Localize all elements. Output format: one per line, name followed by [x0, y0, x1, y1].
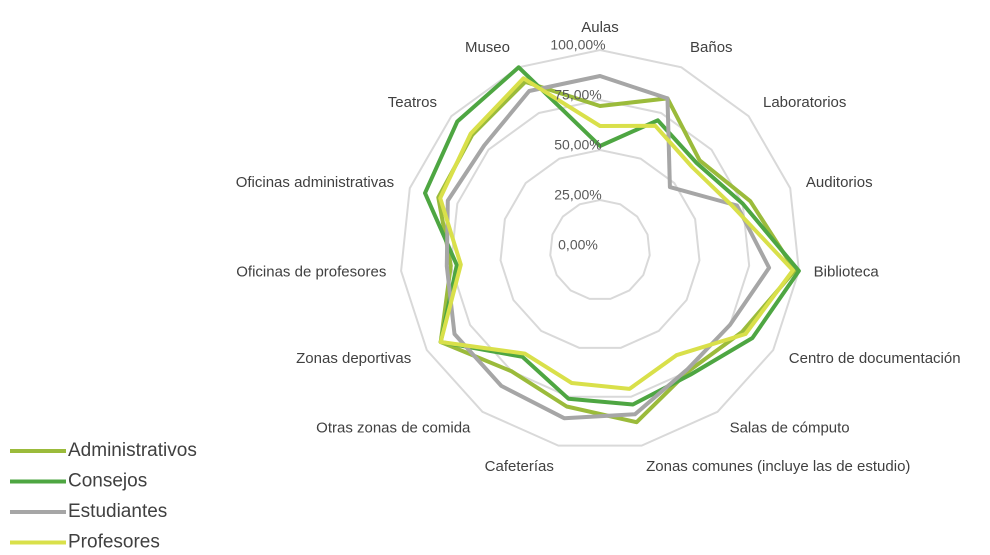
series-line [438, 76, 795, 391]
y-tick-label: 0,00% [558, 237, 598, 253]
category-label: Laboratorios [763, 94, 846, 111]
category-label: Zonas comunes (incluye las de estudio) [646, 458, 910, 475]
category-label: Museo [465, 39, 510, 56]
series-line [436, 79, 797, 425]
series-line [423, 65, 801, 407]
grid-ring [400, 48, 800, 447]
category-label: Teatros [388, 94, 437, 111]
category-label: Biblioteca [814, 263, 880, 280]
legend-label: Estudiantes [68, 501, 167, 522]
y-tick-label: 25,00% [554, 187, 601, 203]
series-line [444, 74, 772, 421]
y-tick-label: 50,00% [554, 137, 601, 153]
category-label: Aulas [581, 19, 619, 36]
grid-ring [449, 98, 751, 398]
category-label: Zonas deportivas [296, 350, 411, 367]
category-label: Salas de cómputo [730, 419, 850, 436]
category-label: Auditorios [806, 174, 873, 191]
legend-label: Administrativos [68, 440, 197, 461]
category-label: Baños [690, 39, 733, 56]
category-label: Cafeterías [485, 458, 554, 475]
category-label: Oficinas de profesores [236, 263, 386, 280]
grid-ring [499, 148, 701, 349]
y-tick-label: 100,00% [550, 37, 605, 53]
grid-ring [549, 198, 651, 300]
y-tick-label: 75,00% [554, 87, 601, 103]
category-label: Centro de documentación [789, 350, 961, 367]
legend-label: Profesores [68, 532, 160, 553]
legend-label: Consejos [68, 471, 147, 492]
category-label: Oficinas administrativas [236, 174, 394, 191]
category-label: Otras zonas de comida [316, 419, 471, 436]
